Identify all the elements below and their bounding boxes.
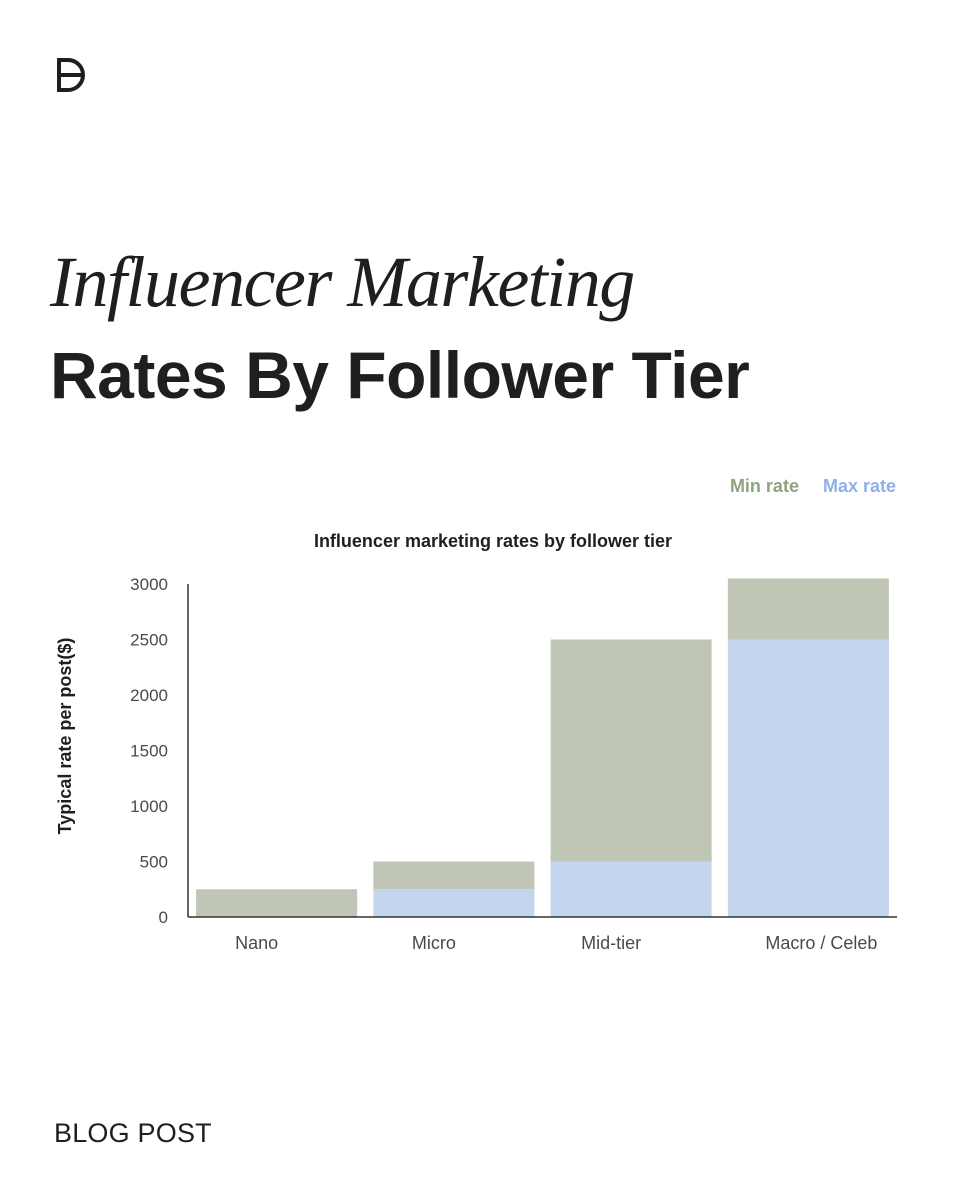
y-tick-label: 500: [140, 853, 168, 872]
chart-title: Influencer marketing rates by follower t…: [314, 531, 672, 551]
y-tick-label: 2000: [130, 686, 168, 705]
bar-chart: Influencer marketing rates by follower t…: [55, 531, 897, 953]
legend-max-rate: Max rate: [822, 476, 896, 496]
footer-label: BLOG POST: [54, 1118, 212, 1148]
y-tick-label: 2500: [130, 631, 168, 650]
y-tick-label: 0: [159, 908, 168, 927]
x-axis-ticks: Nano Micro Mid-tier Macro / Celeb: [235, 933, 877, 953]
x-tick-label: Nano: [235, 933, 278, 953]
x-tick-label: Macro / Celeb: [765, 933, 877, 953]
y-axis-label: Typical rate per post($): [55, 638, 75, 835]
chart-bars: [196, 578, 889, 917]
chart-legend: Min rate Max rate: [730, 476, 896, 497]
y-axis-ticks: 0 500 1000 1500 2000 2500 3000: [130, 575, 168, 927]
bar-max-rate-1: [373, 889, 535, 917]
legend-min-rate: Min rate: [729, 476, 799, 496]
bar-max-rate-3: [727, 639, 889, 917]
bar-min-rate-1: [373, 861, 535, 890]
bar-min-rate-3: [727, 578, 889, 640]
bar-min-rate-2: [550, 639, 712, 862]
page-title-bold: Rates By Follower Tier: [50, 338, 750, 412]
y-tick-label: 1500: [130, 742, 168, 761]
brand-logo-icon: [57, 58, 85, 92]
x-tick-label: Mid-tier: [581, 933, 641, 953]
y-tick-label: 3000: [130, 575, 168, 594]
bar-max-rate-2: [550, 861, 712, 917]
y-tick-label: 1000: [130, 797, 168, 816]
bar-min-rate-0: [196, 889, 358, 917]
x-tick-label: Micro: [412, 933, 456, 953]
page-title-italic: Influencer Marketing: [50, 242, 635, 322]
